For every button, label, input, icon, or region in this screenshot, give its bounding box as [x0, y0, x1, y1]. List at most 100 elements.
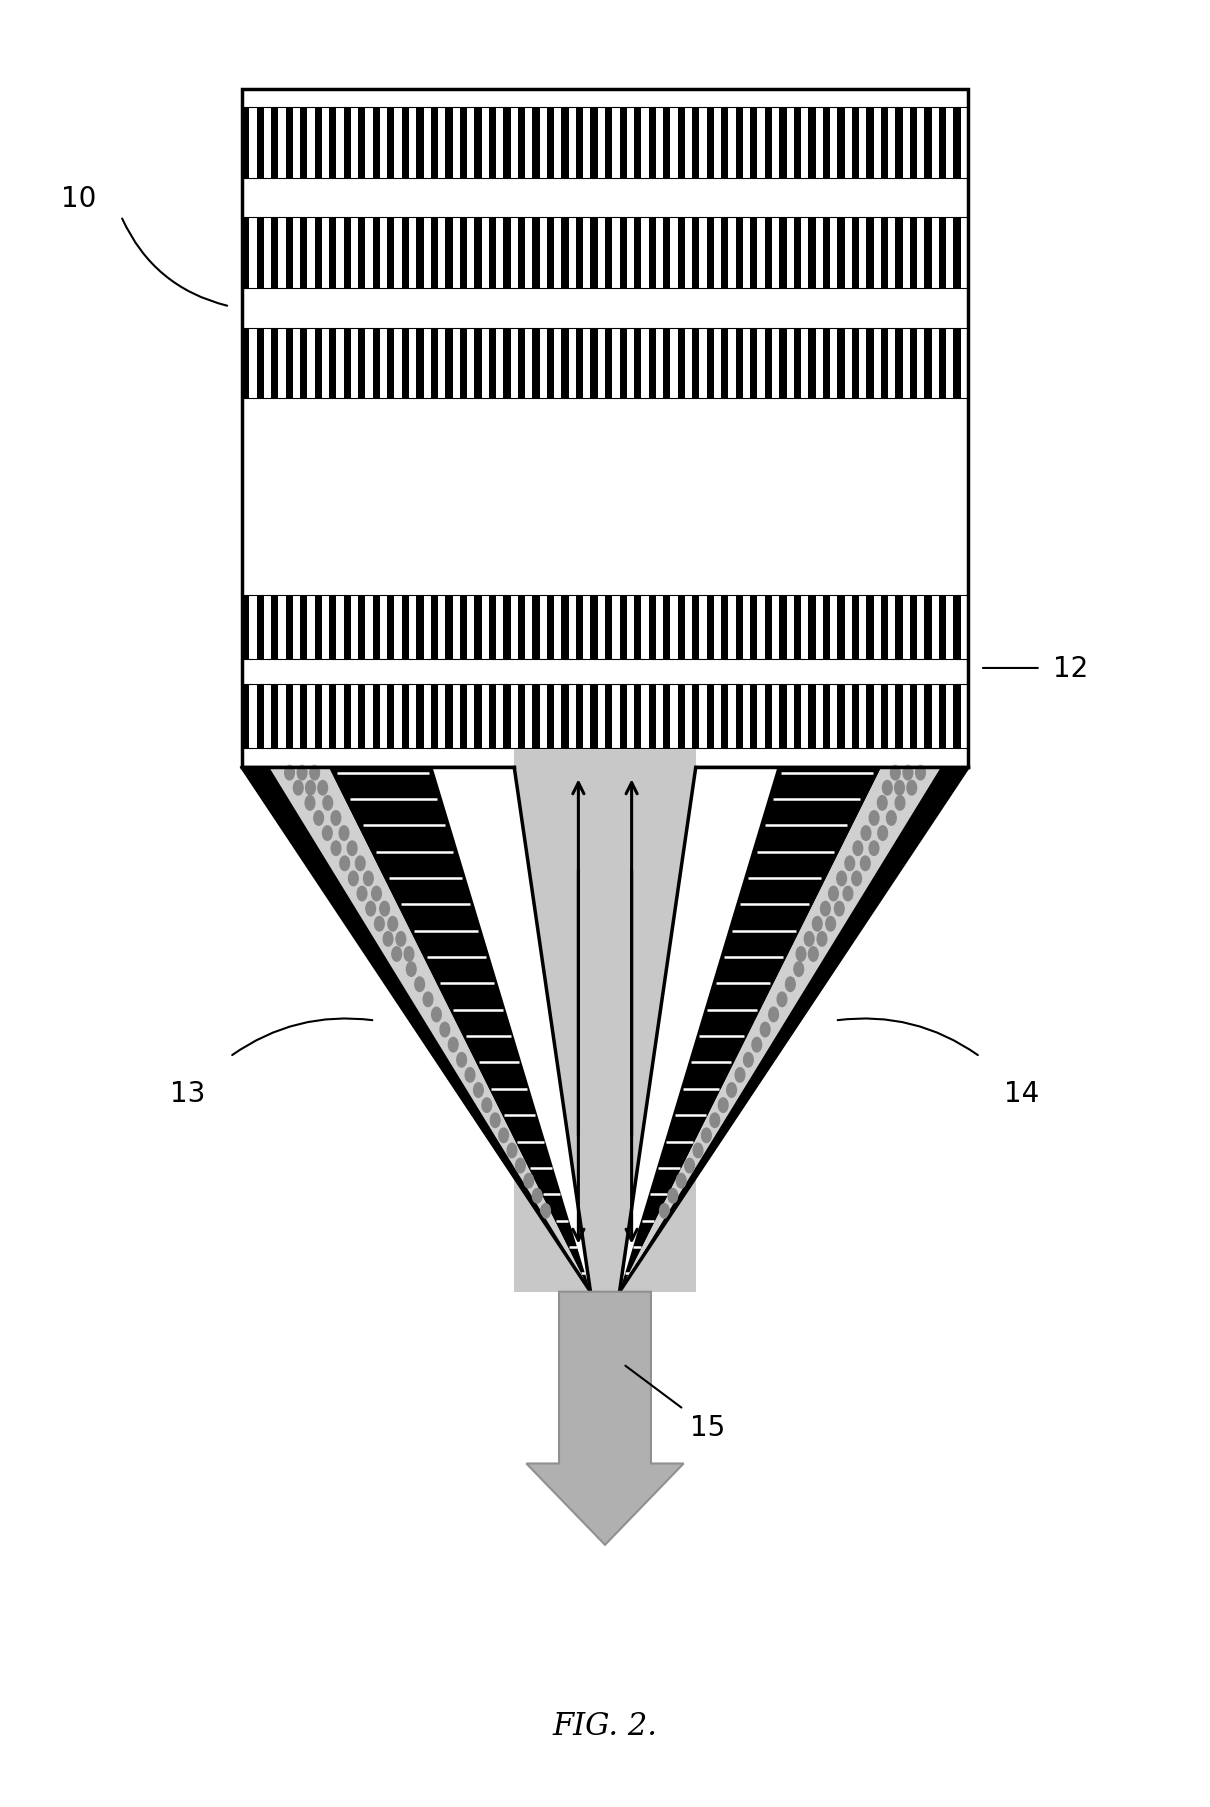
Bar — [874, 329, 881, 399]
Circle shape — [702, 1129, 711, 1144]
Bar — [249, 219, 257, 289]
Bar — [946, 329, 953, 399]
Bar — [583, 219, 590, 289]
Circle shape — [407, 963, 416, 978]
Circle shape — [323, 797, 333, 811]
Bar — [801, 685, 808, 748]
Bar — [424, 596, 431, 660]
Bar — [540, 329, 547, 399]
Bar — [903, 219, 910, 289]
Bar — [511, 329, 518, 399]
Circle shape — [532, 1189, 542, 1203]
Bar — [482, 219, 489, 289]
Circle shape — [541, 1203, 551, 1218]
Bar — [540, 685, 547, 748]
Bar — [816, 685, 823, 748]
Bar — [961, 596, 968, 660]
Bar — [365, 596, 373, 660]
Bar — [641, 685, 649, 748]
Circle shape — [310, 766, 319, 781]
Bar — [438, 685, 445, 748]
Circle shape — [862, 826, 871, 840]
Bar — [917, 329, 924, 399]
Bar — [380, 219, 387, 289]
Bar — [293, 596, 300, 660]
Bar — [598, 329, 605, 399]
Bar — [307, 108, 315, 179]
Bar — [845, 219, 852, 289]
Bar — [830, 108, 837, 179]
Circle shape — [869, 811, 878, 826]
Circle shape — [777, 992, 787, 1006]
Bar — [641, 108, 649, 179]
Circle shape — [482, 1099, 491, 1113]
Bar — [511, 219, 518, 289]
Text: 15: 15 — [690, 1413, 725, 1442]
Bar — [786, 329, 794, 399]
Bar — [961, 219, 968, 289]
Circle shape — [388, 916, 398, 931]
Bar — [888, 329, 895, 399]
Bar — [249, 596, 257, 660]
Circle shape — [906, 781, 916, 795]
Circle shape — [380, 902, 390, 916]
Circle shape — [796, 947, 806, 961]
Circle shape — [371, 887, 381, 902]
Bar — [874, 108, 881, 179]
Bar — [424, 108, 431, 179]
Bar — [917, 596, 924, 660]
Bar — [511, 108, 518, 179]
Bar — [670, 596, 678, 660]
Bar — [409, 219, 416, 289]
Bar — [569, 108, 576, 179]
Circle shape — [710, 1113, 720, 1128]
Bar — [714, 108, 721, 179]
Bar — [511, 685, 518, 748]
Bar — [728, 108, 736, 179]
Circle shape — [305, 797, 315, 811]
Bar — [801, 596, 808, 660]
Bar — [278, 685, 286, 748]
Bar — [757, 219, 765, 289]
Bar — [903, 329, 910, 399]
Polygon shape — [269, 768, 590, 1292]
Bar — [583, 685, 590, 748]
Bar — [728, 219, 736, 289]
Bar — [583, 596, 590, 660]
Bar — [801, 108, 808, 179]
Bar — [380, 108, 387, 179]
Circle shape — [318, 781, 328, 795]
Circle shape — [396, 932, 405, 947]
Bar — [365, 108, 373, 179]
Bar — [569, 596, 576, 660]
Circle shape — [751, 1037, 761, 1052]
Circle shape — [659, 1203, 669, 1218]
Bar — [772, 685, 779, 748]
Polygon shape — [620, 768, 881, 1292]
Bar — [242, 90, 968, 768]
Circle shape — [843, 887, 853, 902]
Bar — [380, 596, 387, 660]
Circle shape — [719, 1099, 728, 1113]
Circle shape — [860, 857, 870, 871]
Bar — [278, 596, 286, 660]
Circle shape — [817, 932, 826, 947]
Bar — [583, 329, 590, 399]
Circle shape — [392, 947, 402, 961]
Bar — [670, 685, 678, 748]
Bar — [627, 329, 634, 399]
Bar — [242, 329, 968, 399]
Bar — [496, 219, 503, 289]
Bar — [409, 108, 416, 179]
Bar — [845, 108, 852, 179]
Bar — [714, 219, 721, 289]
Bar — [293, 108, 300, 179]
Bar — [598, 108, 605, 179]
Bar — [307, 596, 315, 660]
Bar — [249, 329, 257, 399]
Bar — [554, 329, 561, 399]
Circle shape — [424, 992, 433, 1006]
Bar — [786, 108, 794, 179]
Circle shape — [524, 1175, 534, 1189]
Polygon shape — [433, 768, 590, 1292]
